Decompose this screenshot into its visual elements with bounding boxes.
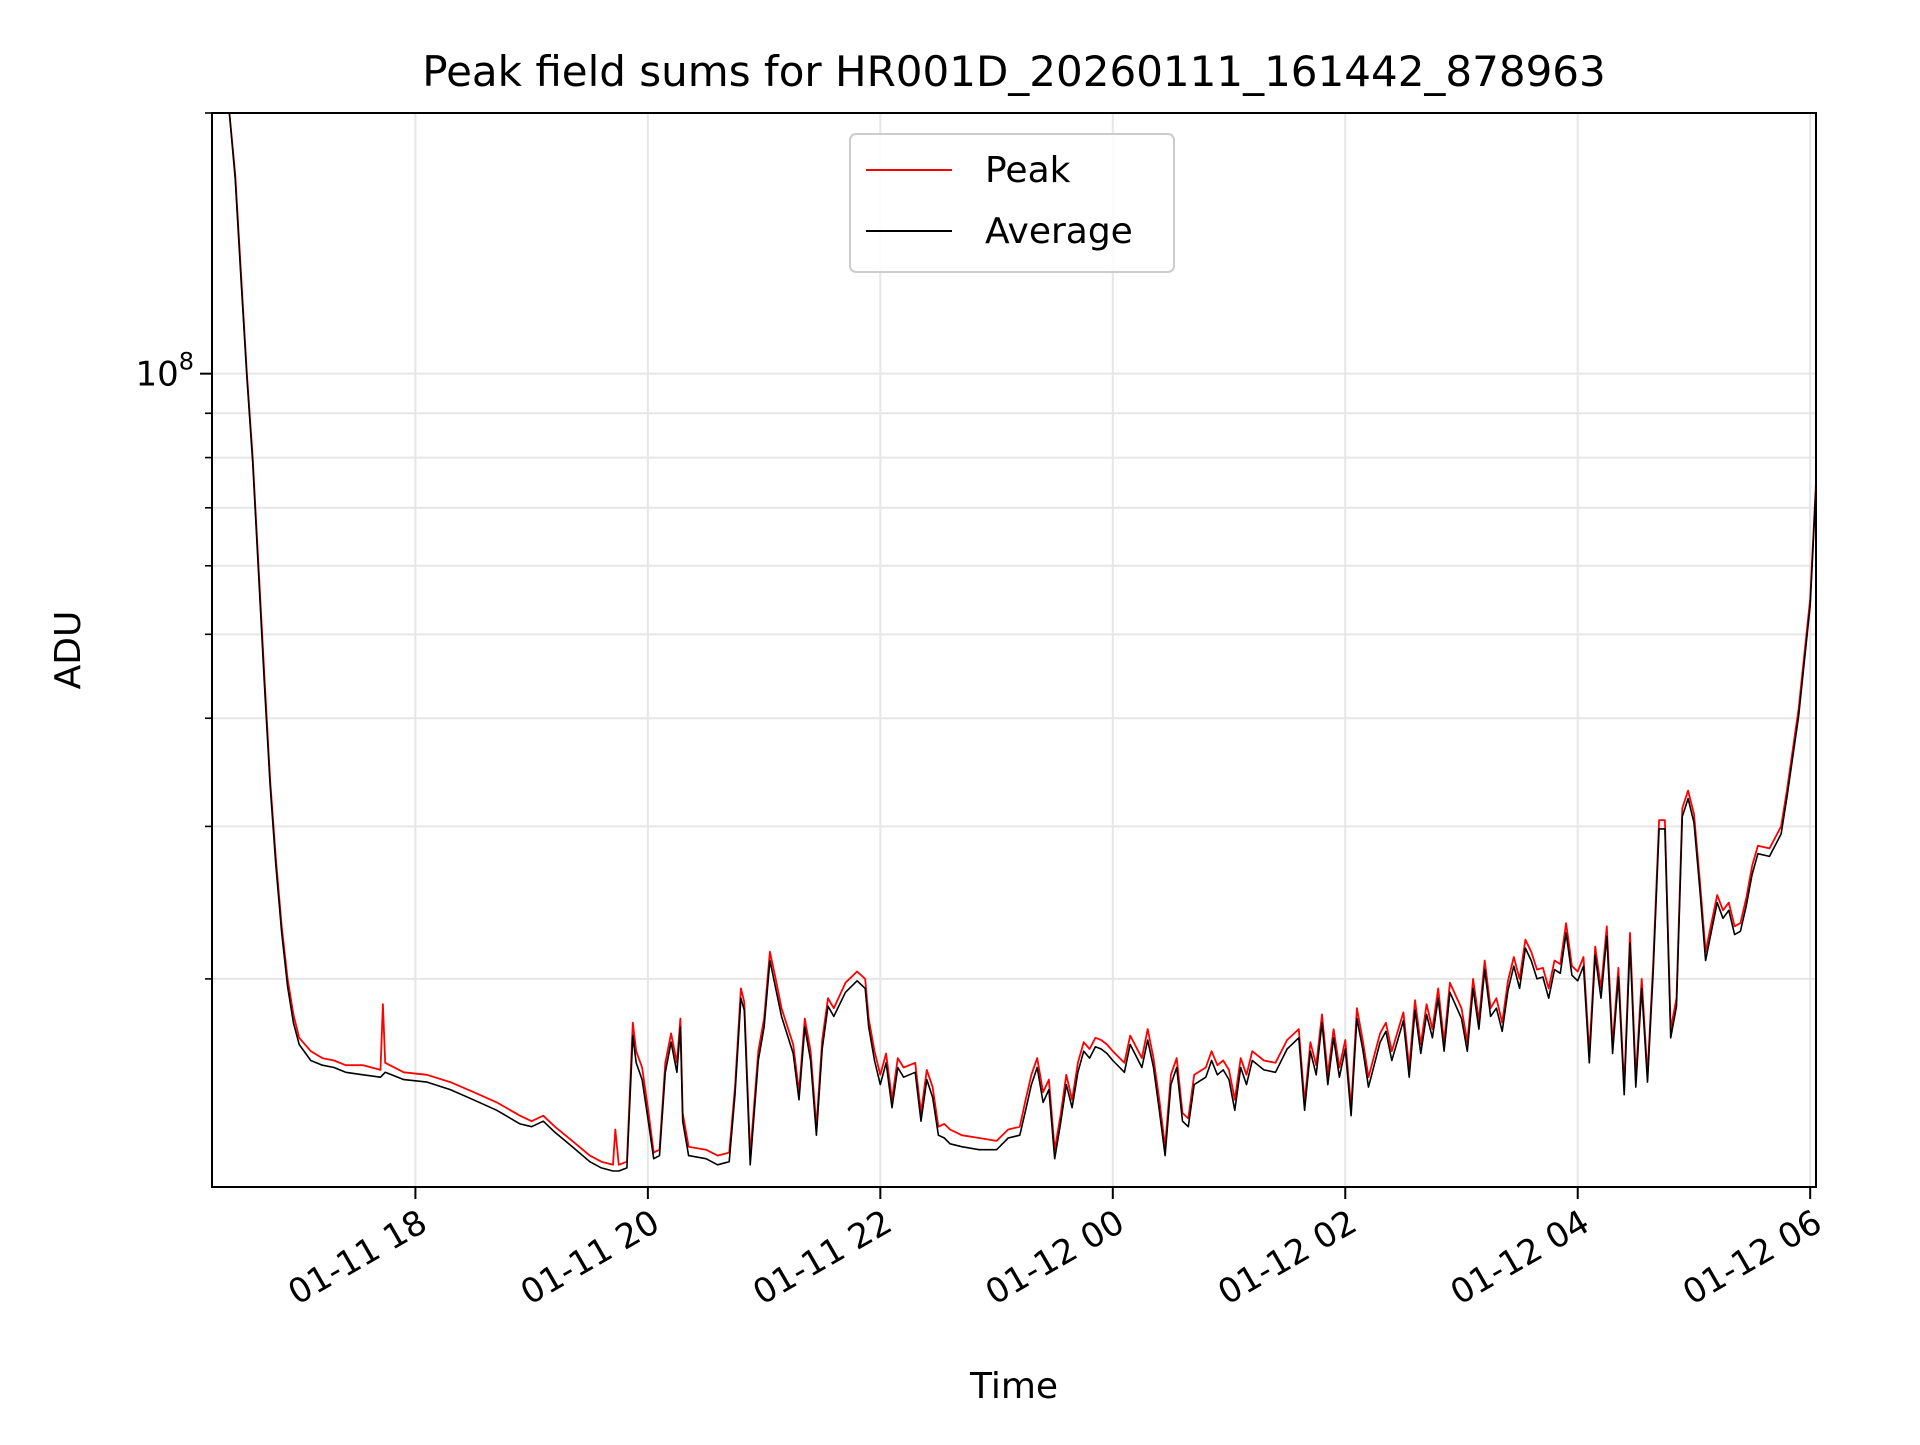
y-axis-ticks: 108 [135, 112, 212, 980]
legend-box [849, 133, 1175, 273]
series-line-peak [212, 113, 1816, 1166]
legend: Peak Average [849, 133, 1175, 273]
x-axis-label: Time [969, 1366, 1058, 1407]
legend-label-average: Average [985, 211, 1133, 252]
chart-title: Peak field sums for HR001D_20260111_1614… [422, 47, 1606, 96]
y-tick-label: 108 [135, 348, 194, 395]
plot-frame [211, 112, 1817, 1188]
series-line-average [212, 113, 1816, 1172]
y-axis-label: ADU [48, 611, 89, 690]
series-layer [212, 113, 1816, 1172]
legend-label-peak: Peak [985, 150, 1071, 191]
